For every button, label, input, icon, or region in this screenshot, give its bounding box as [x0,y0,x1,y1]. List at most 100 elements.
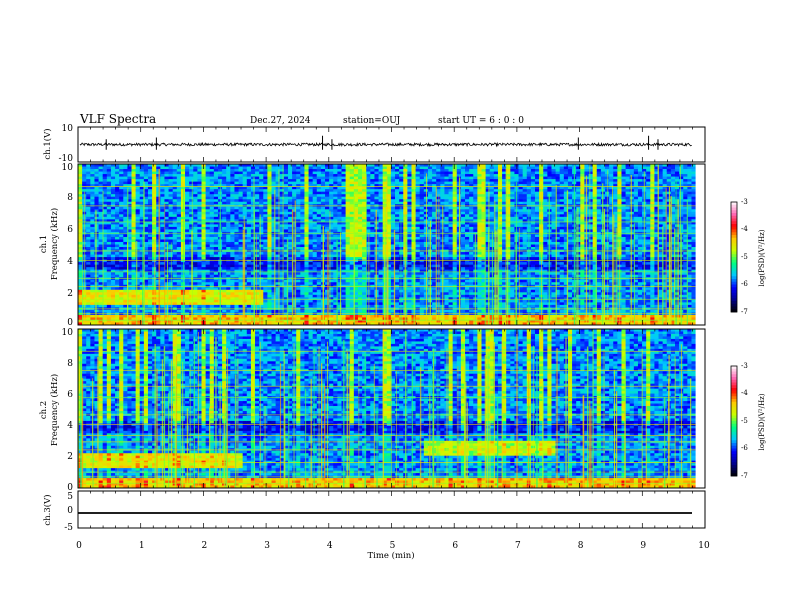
spectrogram-cell [279,254,285,258]
spectrogram-cell [308,216,314,220]
spectrogram-cell [172,229,178,233]
spectrogram-cell [82,224,87,228]
spectrogram-cell [119,229,124,233]
spectrogram-cell [390,219,396,223]
spectrogram-cell [201,186,207,190]
spectrogram-cell [374,186,379,190]
spectrogram-cell [86,206,91,210]
spectrogram-cell [312,214,318,218]
spectrogram-cell [279,244,285,248]
spectrogram-cell [300,319,305,323]
spectrogram-cell [193,226,198,230]
spectrogram-cell [395,254,400,258]
spectrogram-cell [378,169,384,172]
spectrogram-cell [349,166,355,170]
spectrogram-cell [213,254,219,258]
spectrogram-cell [189,171,194,175]
spectrogram-cell [362,199,367,203]
spectrogram-cell [164,289,169,293]
spectrogram-cell [308,211,314,215]
spectrogram-cell [82,302,87,306]
spectrogram-cell [259,166,264,170]
spectrogram-cell [135,226,141,230]
spectrogram-cell [353,309,359,313]
spectrogram-cell [205,319,211,323]
spectrogram-cell [255,169,260,172]
spectrogram-cell [209,206,215,210]
spectrogram-cell [78,176,83,180]
spectrogram-cell [209,191,215,195]
spectrogram-cell [226,282,231,286]
spectrogram-cell [386,219,392,223]
spectrogram-cell [279,211,285,215]
spectrogram-cell [333,216,338,220]
spectrogram-cell [275,206,281,210]
spectrogram-cell [222,196,227,200]
spectrogram-cell [308,219,314,223]
spectrogram-cell [234,186,239,190]
spectrogram-cell [90,186,95,190]
spectrogram-cell [82,262,87,266]
spectrogram-cell [390,287,396,291]
spectrogram-cell [250,169,256,172]
spectrogram-cell [78,247,83,250]
spectrogram-cell [300,314,305,318]
spectrogram-cell [378,317,384,321]
spectrogram-cell [197,179,202,183]
spectrogram-cell [110,272,116,276]
spectrogram-cell [312,294,318,298]
spectrogram-cell [78,297,83,301]
spectrogram-cell [127,294,132,298]
spectrogram-cell [337,304,342,308]
spectrogram-cell [304,317,309,321]
spectrogram-cell [259,289,264,293]
spectrogram-cell [312,319,318,323]
spectrogram-cell [152,279,157,283]
spectrogram-cell [287,221,293,225]
spectrogram-cell [119,274,124,278]
spectrogram-cell [308,272,314,276]
spectrogram-cell [234,262,239,266]
spectrogram-cell [345,264,351,268]
spectrogram-cell [378,314,384,318]
spectrogram-cell [395,209,400,213]
spectrogram-cell [300,211,305,215]
spectrogram-cell [246,206,252,210]
spectrogram-cell [131,229,137,233]
spectrogram-cell [378,267,384,271]
spectrogram-cell [292,181,297,185]
spectrogram-cell [366,206,371,210]
spectrogram-cell [86,186,91,190]
spectrogram-cell [304,247,309,250]
spectrogram-cell [226,224,231,228]
spectrogram-cell [345,236,351,240]
spectrogram-cell [115,297,120,301]
ch1-ytick-top: 10 [62,124,74,134]
spectrogram-cell [320,176,326,180]
spectrogram-cell [279,282,285,286]
spectrogram-cell [271,209,277,213]
spectrogram-cell [292,184,297,188]
spectrogram-cell [255,229,260,233]
spectrogram-cell [86,224,91,228]
spectrogram-cell [127,257,132,260]
spectrogram-cell [271,206,277,210]
spectrogram-cell [102,176,108,180]
spectrogram-cell [370,299,375,303]
spectrogram-cell [390,191,396,195]
spectrogram-cell [180,229,186,233]
spectrogram-cell [127,196,132,200]
spectrogram-cell [366,282,371,286]
spectrogram-cell [333,219,338,223]
spectrogram-cell [386,216,392,220]
spectrogram-cell [255,181,260,185]
spectrogram-cell [238,302,244,306]
spectrogram-cell [267,274,272,278]
spectrogram-cell [308,184,314,188]
spectrogram-cell [152,166,157,170]
spectrogram-cell [110,289,116,293]
spectrogram-cell [78,241,83,245]
spectrogram-cell [90,259,95,263]
spectrogram-cell [78,196,83,200]
spectrogram-cell [263,299,268,303]
